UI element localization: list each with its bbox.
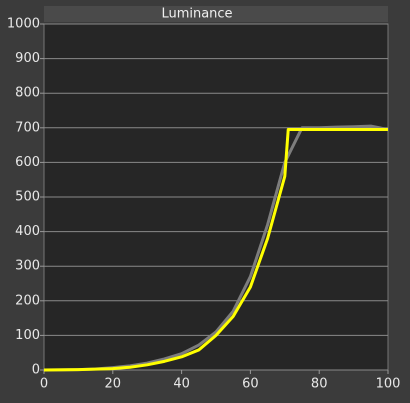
title-band (44, 6, 388, 22)
y-tick-label: 800 (15, 86, 40, 101)
x-tick-label: 60 (242, 377, 259, 392)
y-tick-label: 200 (15, 293, 40, 308)
y-tick-label: 500 (15, 190, 40, 205)
y-tick-label: 1000 (7, 17, 40, 32)
x-tick-label: 40 (173, 377, 190, 392)
y-tick-label: 100 (15, 328, 40, 343)
y-tick-label: 700 (15, 120, 40, 135)
y-tick-label: 600 (15, 155, 40, 170)
y-tick-label: 0 (32, 363, 40, 378)
y-tick-label: 300 (15, 259, 40, 274)
y-tick-label: 400 (15, 224, 40, 239)
series-line (43, 128, 388, 372)
x-tick-label: 0 (40, 377, 48, 392)
chart-title: Luminance (161, 7, 232, 22)
x-tick-label: 80 (311, 377, 328, 392)
x-tick-label: 20 (105, 377, 122, 392)
y-tick-label: 900 (15, 51, 40, 66)
x-tick-label: 100 (376, 377, 401, 392)
